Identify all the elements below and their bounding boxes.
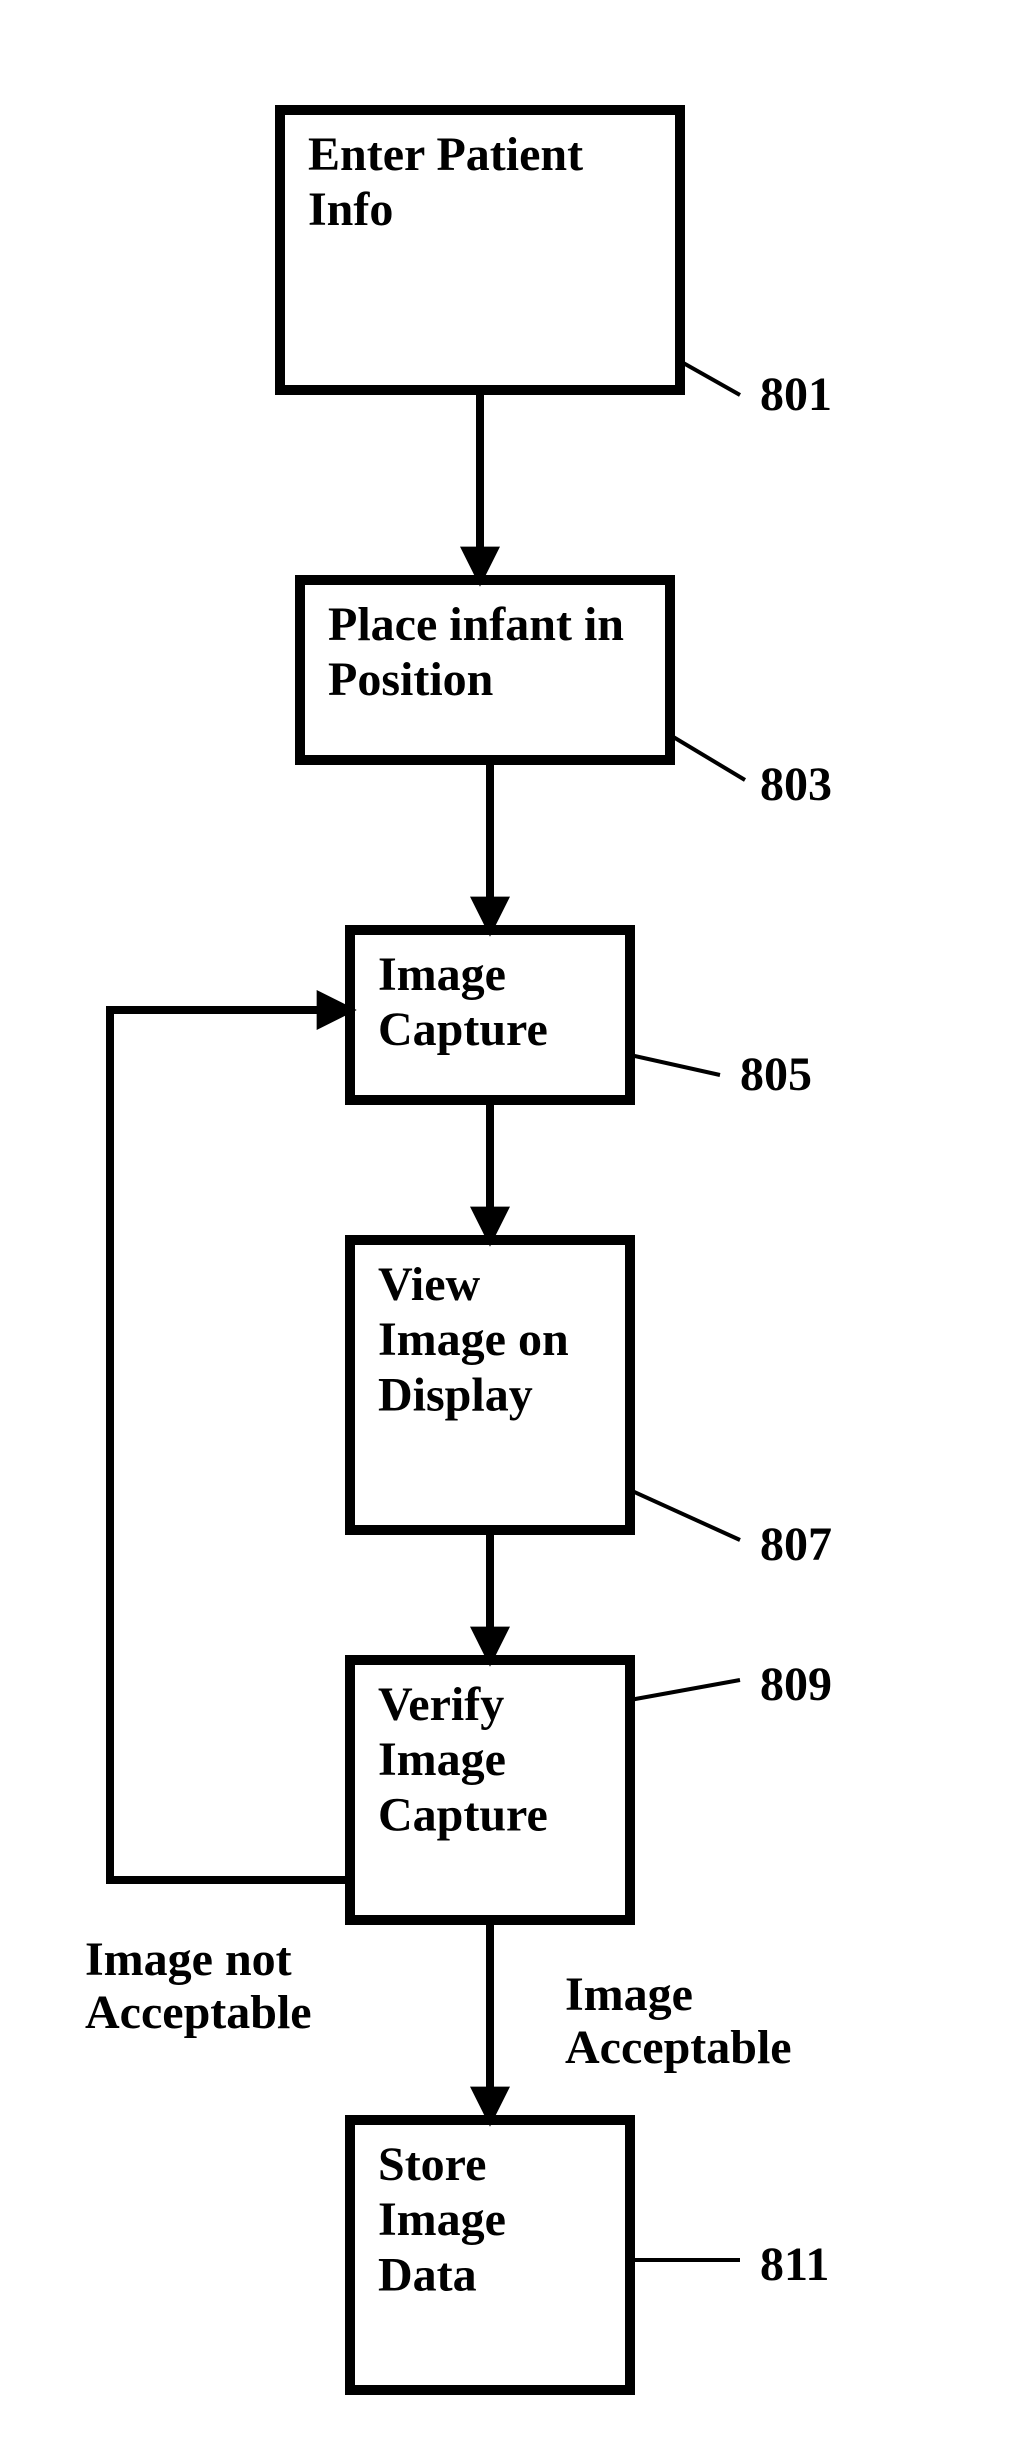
node-text: Image on: [378, 1313, 569, 1366]
node-text: Enter Patient: [308, 128, 583, 181]
node-text: Display: [378, 1368, 533, 1421]
flow-node-n807: ViewImage onDisplay 807: [350, 1240, 832, 1571]
node-text: Capture: [378, 1788, 548, 1841]
edge-label: Acceptable: [85, 1986, 312, 2039]
flow-node-n801: Enter PatientInfo 801: [280, 110, 832, 421]
node-text: Position: [328, 653, 493, 706]
edge-label: Image: [565, 1968, 693, 2021]
node-text: Place infant in: [328, 598, 624, 651]
node-text: Verify: [378, 1678, 504, 1731]
flow-node-n803: Place infant inPosition 803: [300, 580, 832, 811]
node-text: Info: [308, 183, 393, 236]
node-text: View: [378, 1258, 481, 1311]
flow-node-n809: VerifyImageCapture 809: [350, 1658, 832, 1920]
ref-label: 805: [740, 1048, 812, 1101]
node-text: Image: [378, 948, 506, 1001]
node-text: Image: [378, 1733, 506, 1786]
feedback-edge: [110, 1010, 350, 1880]
ref-label: 801: [760, 368, 832, 421]
edge-label: Acceptable: [565, 2021, 792, 2074]
edge-label: Image not: [85, 1933, 292, 1986]
ref-label: 809: [760, 1658, 832, 1711]
node-text: Store: [378, 2138, 486, 2191]
node-text: Image: [378, 2193, 506, 2246]
ref-label: 803: [760, 758, 832, 811]
ref-label: 807: [760, 1518, 832, 1571]
flow-node-n805: ImageCapture 805: [350, 930, 812, 1101]
node-text: Capture: [378, 1003, 548, 1056]
ref-label: 811: [760, 2238, 829, 2291]
flow-node-n811: StoreImageData 811: [350, 2120, 829, 2390]
node-text: Data: [378, 2248, 477, 2301]
